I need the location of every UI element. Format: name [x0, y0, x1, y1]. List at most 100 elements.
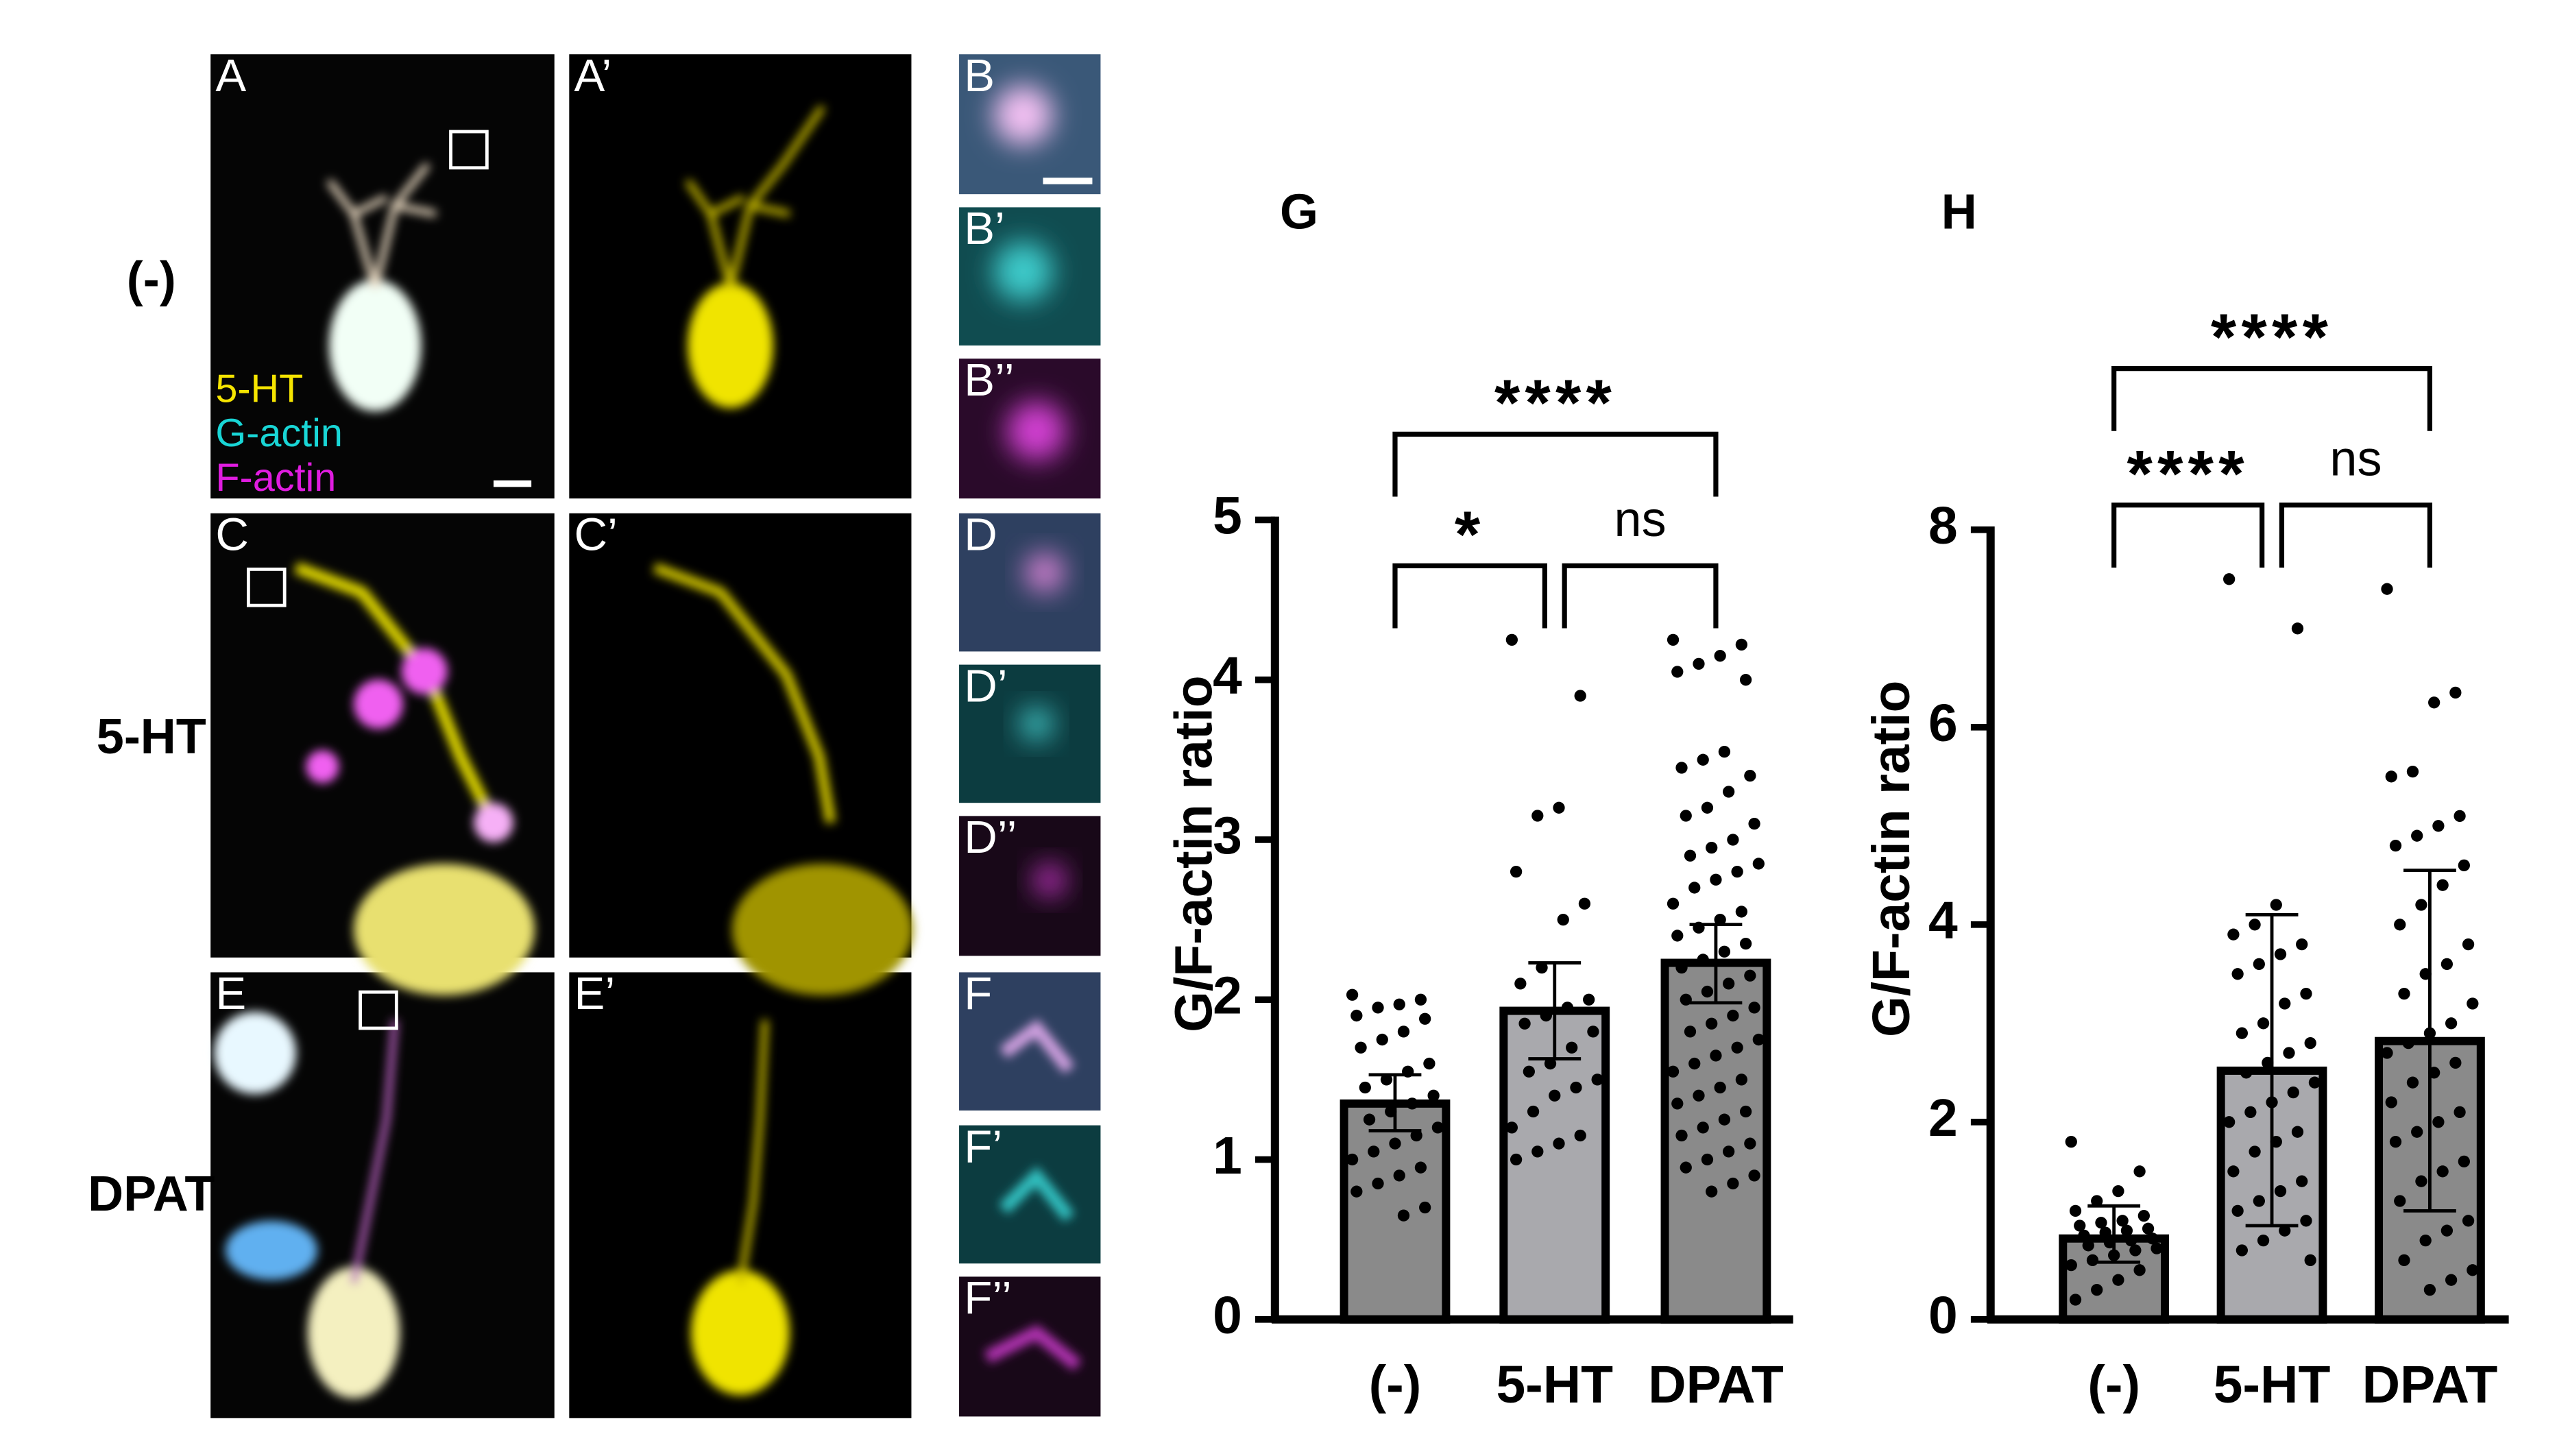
data-point [2406, 765, 2419, 778]
x-tick-label: (-) [1369, 1355, 1422, 1414]
data-point [2385, 1096, 2397, 1108]
data-point [2300, 987, 2312, 1000]
y-axis-label: G/F-actin ratio [1164, 675, 1223, 1032]
data-point [1744, 1137, 1756, 1150]
significance-label: ns [2329, 431, 2382, 486]
data-point [2236, 1027, 2249, 1039]
data-point [2304, 1036, 2316, 1049]
data-point [2454, 1106, 2466, 1119]
data-point [2249, 1145, 2261, 1158]
data-point [1735, 906, 1748, 918]
inset-box [246, 568, 287, 607]
data-point [2099, 1226, 2111, 1239]
significance-label: **** [2127, 437, 2249, 511]
data-point [1748, 817, 1760, 830]
data-point [1510, 1153, 1523, 1166]
data-point [1578, 897, 1591, 910]
data-point [2279, 1224, 2291, 1237]
data-point [2381, 583, 2393, 595]
signal [1019, 707, 1053, 740]
data-point [1350, 1009, 1363, 1022]
data-point [1735, 1073, 1748, 1086]
data-point [2381, 1047, 2393, 1059]
inset-box [359, 990, 398, 1030]
data-point [2240, 1067, 2253, 1079]
data-point [1544, 1057, 1557, 1070]
inset-box [449, 130, 489, 170]
data-point [1735, 638, 1748, 651]
data-point [1566, 1041, 1578, 1054]
x-tick-label: (-) [2087, 1355, 2140, 1414]
cell [326, 162, 437, 411]
data-point [1680, 810, 1692, 822]
data-point [2291, 1126, 2304, 1138]
data-point [1419, 1012, 1431, 1025]
panel-label: A [215, 50, 246, 101]
data-point [1393, 998, 1405, 1010]
data-point [1701, 1153, 1714, 1166]
data-point [1697, 1121, 1709, 1134]
micrograph [210, 54, 555, 499]
data-point [2279, 997, 2291, 1010]
data-point [2133, 1264, 2146, 1276]
data-point [1752, 1033, 1765, 1046]
signal [984, 1324, 1082, 1371]
data-point [1380, 1073, 1393, 1086]
data-point [2398, 987, 2410, 1000]
panel-label: B’ [964, 203, 1005, 254]
data-point [1531, 1145, 1544, 1158]
micrograph [959, 816, 1101, 956]
data-point [1714, 1081, 1726, 1094]
data-point [2411, 1126, 2423, 1138]
data-point [2236, 1244, 2249, 1257]
data-point [1675, 762, 1688, 774]
data-point [1752, 858, 1765, 870]
data-point [2394, 919, 2406, 931]
data-point [1744, 969, 1756, 982]
data-point [1667, 633, 1680, 646]
data-point [1553, 1137, 1565, 1150]
data-point [1727, 834, 1739, 846]
data-point [2091, 1283, 2103, 1296]
y-tick-label: 8 [1928, 496, 1958, 555]
data-point [1531, 810, 1544, 822]
data-point [1346, 1153, 1359, 1166]
data-point [1731, 865, 1743, 878]
data-point [2467, 997, 2479, 1010]
data-point [1591, 1073, 1603, 1086]
data-point [2467, 1264, 2479, 1276]
y-tick-label: 6 [1928, 694, 1958, 753]
data-point [2274, 1185, 2287, 1198]
panel-label: E [215, 968, 246, 1019]
data-point [1505, 633, 1518, 646]
significance-bracket [1392, 431, 1719, 497]
legend-entry: F-actin [215, 456, 336, 500]
data-point [2112, 1185, 2124, 1198]
data-point [2223, 573, 2236, 585]
data-point [1667, 1065, 1680, 1078]
data-point [2462, 938, 2475, 951]
significance-bracket [1562, 563, 1719, 629]
data-point [2142, 1222, 2155, 1235]
panel-label: D’ [964, 660, 1007, 712]
data-point [2308, 1076, 2321, 1089]
data-point [1671, 1097, 1684, 1110]
data-point [2394, 1195, 2406, 1207]
data-point [1355, 1041, 1367, 1054]
micrograph [569, 54, 912, 499]
cell [294, 562, 535, 995]
data-point [1549, 1089, 1561, 1102]
data-point [1684, 1026, 1697, 1038]
data-point [1376, 1033, 1388, 1046]
panel-label: F’ [964, 1121, 1002, 1172]
data-point [2406, 1076, 2419, 1089]
data-point [1510, 865, 1523, 878]
data-point [1693, 657, 1705, 670]
data-point [1574, 690, 1586, 702]
data-point [1697, 954, 1709, 966]
data-point [2304, 1254, 2316, 1267]
data-point [1718, 945, 1731, 958]
data-point [1739, 937, 1752, 950]
data-point [2065, 1259, 2077, 1272]
